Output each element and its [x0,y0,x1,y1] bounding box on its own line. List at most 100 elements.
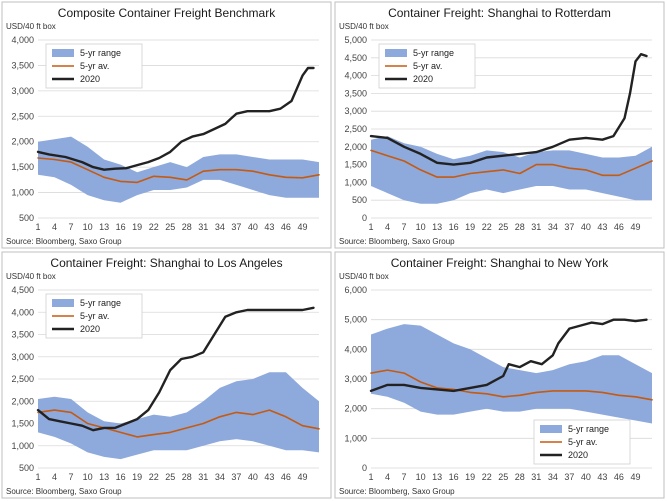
y-tick-label: 1,500 [11,419,34,429]
x-tick-label: 28 [515,222,525,232]
legend-label: 5-yr av. [80,311,109,321]
y-tick-label: 4,000 [11,307,34,317]
y-tick-label: 0 [362,213,367,223]
y-tick-label: 500 [19,213,34,223]
series-5yr-average-line [370,369,653,401]
series-5yr-range-band [38,136,319,203]
y-tick-label: 0 [362,463,367,473]
x-tick-label: 13 [432,472,442,482]
x-tick-label: 43 [597,472,607,482]
source-note: Source: Bloomberg, Saxo Group [6,237,122,246]
x-tick-label: 43 [264,222,274,232]
legend-label: 5-yr av. [80,61,109,71]
source-note: Source: Bloomberg, Saxo Group [6,487,122,496]
legend: 5-yr range 5-yr av. 2020 [378,43,476,89]
chart-title: Container Freight: Shanghai to Los Angel… [50,256,282,270]
x-tick-label: 22 [482,472,492,482]
series-5yr-range-band [371,324,652,424]
y-tick-label: 1,000 [344,433,367,443]
y-tick-label: 1,500 [344,160,367,170]
legend-label: 5-yr av. [568,437,597,447]
x-tick-label: 16 [449,472,459,482]
x-tick-label: 31 [531,222,541,232]
x-tick-label: 37 [231,222,241,232]
x-tick-label: 22 [149,472,159,482]
series-2020-line [36,66,315,171]
y-tick-label: 2,000 [344,404,367,414]
x-tick-label: 7 [69,222,74,232]
x-tick-label: 7 [402,472,407,482]
x-tick-label: 1 [35,472,40,482]
x-tick-label: 49 [630,222,640,232]
y-tick-label: 2,500 [11,374,34,384]
y-tick-label: 500 [19,463,34,473]
x-tick-label: 1 [35,222,40,232]
chart-title: Container Freight: Shanghai to Rotterdam [388,6,611,20]
x-tick-label: 13 [432,222,442,232]
x-tick-label: 19 [465,472,475,482]
x-tick-label: 4 [385,222,390,232]
series-5yr-average-line [37,157,320,184]
legend-swatch-range [385,49,407,57]
y-tick-label: 3,500 [11,60,34,70]
series-2020-line [369,318,648,393]
y-tick-label: 2,500 [344,124,367,134]
chart-panel-2: Container Freight: Shanghai to Rotterdam… [334,1,665,249]
y-tick-label: 2,000 [344,142,367,152]
x-tick-label: 28 [182,472,192,482]
legend-label: 5-yr av. [413,61,442,71]
y-tick-label: 3,500 [344,88,367,98]
x-tick-label: 13 [99,222,109,232]
x-tick-label: 7 [402,222,407,232]
x-tick-label: 22 [482,222,492,232]
x-tick-label: 13 [99,472,109,482]
x-tick-label: 46 [614,222,624,232]
x-tick-label: 19 [132,222,142,232]
y-tick-label: 1,000 [11,188,34,198]
y-tick-label: 6,000 [344,285,367,295]
x-tick-label: 7 [69,472,74,482]
chart-title: Container Freight: Shanghai to New York [391,256,609,270]
y-axis-unit-label: USD/40 ft box [6,272,56,281]
y-tick-label: 1,000 [344,177,367,187]
legend-label: 2020 [80,74,100,84]
y-tick-label: 4,500 [344,53,367,63]
legend-label: 2020 [413,74,433,84]
x-tick-label: 28 [515,472,525,482]
series-5yr-range-band [38,372,319,460]
series-5yr-average-line [370,149,653,178]
x-tick-label: 19 [132,472,142,482]
y-tick-label: 5,000 [344,315,367,325]
y-tick-label: 3,500 [11,330,34,340]
x-tick-label: 49 [297,222,307,232]
x-tick-label: 46 [614,472,624,482]
chart-panel-3: Container Freight: Shanghai to Los Angel… [1,251,332,499]
x-tick-label: 25 [498,222,508,232]
legend-label: 2020 [568,450,588,460]
x-tick-label: 34 [215,472,225,482]
y-tick-label: 1,500 [11,162,34,172]
legend-label: 5-yr range [80,298,121,308]
x-tick-label: 37 [231,472,241,482]
x-tick-label: 28 [182,222,192,232]
chart-panel-1: Composite Container Freight BenchmarkUSD… [1,1,332,249]
x-tick-label: 16 [116,472,126,482]
x-tick-label: 40 [248,472,258,482]
y-tick-label: 2,000 [11,396,34,406]
legend-swatch-range [52,299,74,307]
y-tick-label: 4,000 [344,71,367,81]
x-tick-label: 49 [630,472,640,482]
y-tick-label: 3,000 [344,374,367,384]
source-note: Source: Bloomberg, Saxo Group [339,487,455,496]
y-tick-label: 4,500 [11,285,34,295]
y-tick-label: 4,000 [344,344,367,354]
x-tick-label: 37 [564,222,574,232]
series-2020-line [369,53,648,166]
x-tick-label: 16 [449,222,459,232]
series-5yr-average-line [37,409,320,438]
y-tick-label: 3,000 [11,86,34,96]
legend: 5-yr range 5-yr av. 2020 [45,293,143,339]
legend-label: 5-yr range [80,48,121,58]
legend-swatch-range [52,49,74,57]
y-tick-label: 4,000 [11,35,34,45]
